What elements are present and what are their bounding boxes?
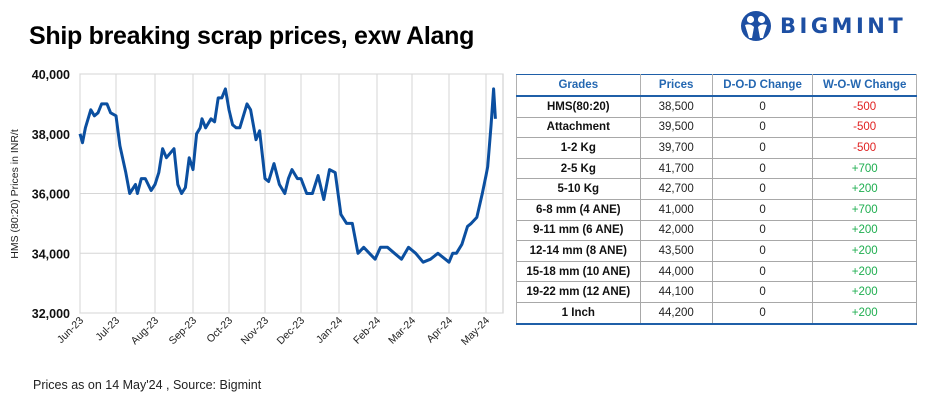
wow-cell: +200 xyxy=(812,281,917,303)
svg-text:May-24: May-24 xyxy=(459,315,492,348)
price-cell: 42,700 xyxy=(639,178,713,200)
price-cell: 38,500 xyxy=(639,95,713,118)
wow-cell: -500 xyxy=(812,95,917,118)
svg-text:Feb-24: Feb-24 xyxy=(351,315,383,347)
price-line-chart: 32,000 34,000 36,000 38,000 40,000 Jun-23 Jul… xyxy=(9,68,504,348)
svg-text:Aug-23: Aug-23 xyxy=(129,315,162,348)
dod-cell: 0 xyxy=(711,95,814,118)
grade-cell: 6-8 mm (4 ANE) xyxy=(516,198,641,221)
svg-text:34,000: 34,000 xyxy=(32,247,70,261)
wow-cell: -500 xyxy=(812,116,917,139)
svg-text:40,000: 40,000 xyxy=(32,68,70,82)
dod-cell: 0 xyxy=(711,116,814,139)
table-row: 9-11 mm (6 ANE) 42,000 0 +200 xyxy=(516,219,917,242)
svg-text:Oct-23: Oct-23 xyxy=(204,315,235,346)
table-row: 1 Inch 44,200 0 +200 xyxy=(516,301,917,325)
table-row: 2-5 Kg 41,700 0 +700 xyxy=(516,157,917,180)
svg-text:Apr-24: Apr-24 xyxy=(424,315,455,346)
dod-cell: 0 xyxy=(711,260,814,283)
y-axis-label: HMS (80:20) Prices in INR/t xyxy=(9,129,21,259)
price-cell: 42,000 xyxy=(639,219,713,242)
table-row: 5-10 Kg 42,700 0 +200 xyxy=(516,178,917,200)
price-cell: 44,100 xyxy=(639,281,713,303)
price-cell: 44,200 xyxy=(639,301,713,325)
table-row: HMS(80:20) 38,500 0 -500 xyxy=(516,95,917,118)
y-axis-ticks: 32,000 34,000 36,000 38,000 40,000 xyxy=(32,68,70,321)
wow-cell: +700 xyxy=(812,157,917,180)
price-cell: 39,700 xyxy=(639,137,713,159)
col-header-dod: D-O-D Change xyxy=(711,74,814,97)
x-axis-ticks: Jun-23 Jul-23 Aug-23 Sep-23 Oct-23 Nov-23 Dec-… xyxy=(55,315,492,348)
dod-cell: 0 xyxy=(711,137,814,159)
dod-cell: 0 xyxy=(711,219,814,242)
grade-cell: HMS(80:20) xyxy=(516,95,641,118)
table-row: 15-18 mm (10 ANE) 44,000 0 +200 xyxy=(516,260,917,283)
dod-cell: 0 xyxy=(711,157,814,180)
grade-cell: 15-18 mm (10 ANE) xyxy=(516,260,641,283)
svg-text:36,000: 36,000 xyxy=(32,188,70,202)
svg-text:Dec-23: Dec-23 xyxy=(275,315,308,348)
grade-cell: 1-2 Kg xyxy=(516,137,641,159)
svg-text:Jul-23: Jul-23 xyxy=(93,315,122,344)
wow-cell: +200 xyxy=(812,240,917,262)
wow-cell: +700 xyxy=(812,198,917,221)
hms-price-line xyxy=(78,87,497,264)
grade-cell: 12-14 mm (8 ANE) xyxy=(516,240,641,262)
dod-cell: 0 xyxy=(711,240,814,262)
col-header-grades: Grades xyxy=(516,74,641,97)
price-cell: 41,000 xyxy=(639,198,713,221)
grade-cell: 9-11 mm (6 ANE) xyxy=(516,219,641,242)
table-row: 1-2 Kg 39,700 0 -500 xyxy=(516,137,917,159)
svg-text:Sep-23: Sep-23 xyxy=(167,315,200,348)
table-row: 19-22 mm (12 ANE) 44,100 0 +200 xyxy=(516,281,917,303)
wow-cell: +200 xyxy=(812,178,917,200)
table-row: 6-8 mm (4 ANE) 41,000 0 +700 xyxy=(516,198,917,221)
grade-cell: 19-22 mm (12 ANE) xyxy=(516,281,641,303)
price-cell: 43,500 xyxy=(639,240,713,262)
table-row: 12-14 mm (8 ANE) 43,500 0 +200 xyxy=(516,240,917,262)
wow-cell: +200 xyxy=(812,260,917,283)
svg-text:Mar-24: Mar-24 xyxy=(386,315,418,347)
svg-text:Jan-24: Jan-24 xyxy=(314,315,345,346)
dod-cell: 0 xyxy=(711,178,814,200)
svg-text:38,000: 38,000 xyxy=(32,128,70,142)
price-cell: 44,000 xyxy=(639,260,713,283)
wow-cell: -500 xyxy=(812,137,917,159)
grade-cell: Attachment xyxy=(516,116,641,139)
dod-cell: 0 xyxy=(711,198,814,221)
brand-logo: BIGMINT xyxy=(740,10,906,42)
logo-text: BIGMINT xyxy=(780,14,907,38)
source-footnote: Prices as on 14 May'24 , Source: Bigmint xyxy=(33,378,262,392)
bigmint-logo-icon xyxy=(741,11,771,41)
col-header-wow: W-O-W Change xyxy=(812,74,917,97)
wow-cell: +200 xyxy=(812,301,917,325)
chart-grid xyxy=(79,73,504,314)
price-cell: 39,500 xyxy=(639,116,713,139)
grade-cell: 2-5 Kg xyxy=(516,157,641,180)
grade-cell: 5-10 Kg xyxy=(516,178,641,200)
grade-cell: 1 Inch xyxy=(516,301,641,325)
svg-text:Nov-23: Nov-23 xyxy=(239,315,272,348)
table-header-row: Grades Prices D-O-D Change W-O-W Change xyxy=(516,74,917,97)
col-header-prices: Prices xyxy=(639,74,713,97)
table-row: Attachment 39,500 0 -500 xyxy=(516,116,917,139)
svg-text:32,000: 32,000 xyxy=(32,307,70,321)
dod-cell: 0 xyxy=(711,281,814,303)
wow-cell: +200 xyxy=(812,219,917,242)
price-cell: 41,700 xyxy=(639,157,713,180)
dod-cell: 0 xyxy=(711,301,814,325)
page-title: Ship breaking scrap prices, exw Alang xyxy=(29,22,475,50)
price-table: Grades Prices D-O-D Change W-O-W Change … xyxy=(516,74,917,325)
